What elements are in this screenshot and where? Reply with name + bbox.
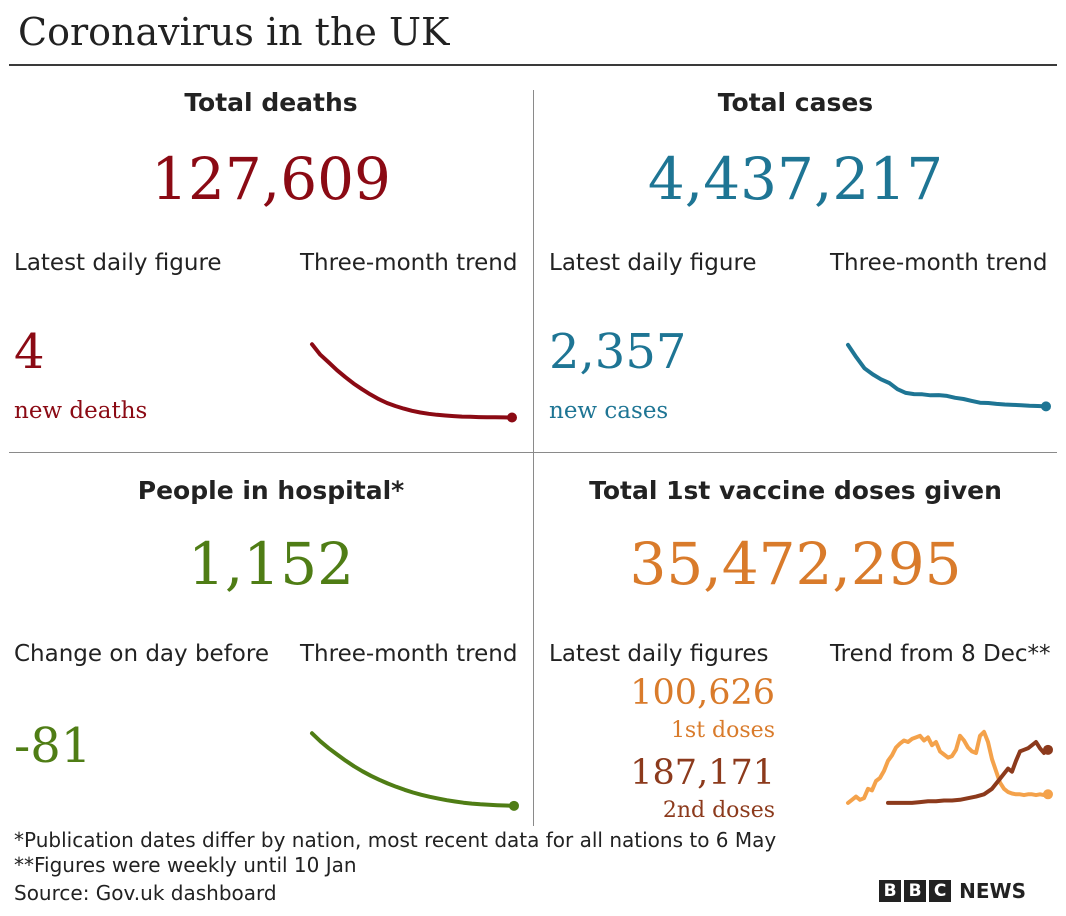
footnote-weekly: **Figures were weekly until 10 Jan bbox=[14, 853, 357, 877]
vaccine-dose2-unit: 2nd doses bbox=[662, 798, 775, 823]
horizontal-divider bbox=[9, 452, 1057, 453]
cases-trend-chart bbox=[846, 342, 1051, 412]
cases-trend-label: Three-month trend bbox=[830, 250, 1048, 276]
deaths-daily-unit: new deaths bbox=[14, 398, 148, 424]
title-rule bbox=[9, 64, 1057, 66]
bbc-logo-letter: C bbox=[929, 880, 952, 902]
cases-latest-label: Latest daily figure bbox=[549, 250, 757, 276]
cases-daily-unit: new cases bbox=[549, 398, 669, 424]
vertical-divider bbox=[533, 90, 534, 826]
second-doses-end-point bbox=[1043, 744, 1053, 755]
deaths-heading: Total deaths bbox=[184, 88, 358, 117]
bbc-news-logo: B B C NEWS bbox=[879, 879, 1026, 903]
vaccine-dose1-value: 100,626 bbox=[630, 673, 775, 713]
hospital-trend-chart bbox=[310, 731, 519, 811]
bbc-logo-word: NEWS bbox=[959, 879, 1026, 903]
vaccine-trend-chart bbox=[846, 729, 1053, 805]
vaccine-heading: Total 1st vaccine doses given bbox=[589, 476, 1002, 505]
hospital-trend-end-point bbox=[509, 800, 519, 811]
cases-total: 4,437,217 bbox=[647, 145, 944, 213]
vaccine-latest-label: Latest daily figures bbox=[549, 641, 769, 667]
cases-trend-end-point bbox=[1041, 401, 1051, 412]
vaccine-dose2-value: 187,171 bbox=[630, 753, 775, 793]
hospital-heading: People in hospital* bbox=[137, 476, 405, 505]
deaths-latest-label: Latest daily figure bbox=[14, 250, 222, 276]
cases-daily-value: 2,357 bbox=[549, 324, 687, 380]
deaths-trend-end-point bbox=[507, 412, 517, 423]
hospital-latest-label: Change on day before bbox=[14, 641, 269, 667]
first-doses-end-point bbox=[1043, 789, 1053, 800]
deaths-daily-value: 4 bbox=[14, 324, 45, 380]
footnote-publication: *Publication dates differ by nation, mos… bbox=[14, 828, 777, 852]
source-note: Source: Gov.uk dashboard bbox=[14, 881, 277, 905]
cases-heading: Total cases bbox=[717, 88, 874, 117]
vaccine-dose1-unit: 1st doses bbox=[670, 718, 775, 743]
page-title: Coronavirus in the UK bbox=[18, 10, 450, 54]
deaths-trend-chart bbox=[310, 342, 517, 423]
hospital-trend-label: Three-month trend bbox=[300, 641, 518, 667]
bbc-logo-letter: B bbox=[904, 880, 927, 902]
second-doses-line bbox=[886, 740, 1050, 805]
deaths-trend-label: Three-month trend bbox=[300, 250, 518, 276]
bbc-logo-letter: B bbox=[879, 880, 902, 902]
vaccine-total: 35,472,295 bbox=[629, 530, 962, 598]
hospital-trend-line bbox=[310, 731, 516, 808]
vaccine-trend-label: Trend from 8 Dec** bbox=[830, 641, 1051, 667]
deaths-total: 127,609 bbox=[151, 145, 391, 213]
first-doses-line bbox=[846, 729, 1050, 805]
cases-trend-line bbox=[846, 342, 1048, 409]
hospital-total: 1,152 bbox=[187, 530, 355, 598]
deaths-trend-line bbox=[310, 342, 514, 420]
hospital-daily-value: -81 bbox=[14, 718, 92, 774]
